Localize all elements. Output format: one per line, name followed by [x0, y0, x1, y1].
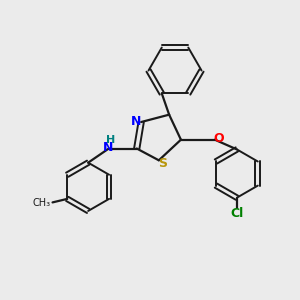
Text: H: H [106, 135, 115, 145]
Text: S: S [158, 157, 167, 170]
Text: O: O [213, 132, 224, 145]
Text: CH₃: CH₃ [32, 198, 50, 208]
Text: N: N [103, 141, 113, 154]
Text: N: N [131, 115, 141, 128]
Text: Cl: Cl [230, 207, 244, 220]
